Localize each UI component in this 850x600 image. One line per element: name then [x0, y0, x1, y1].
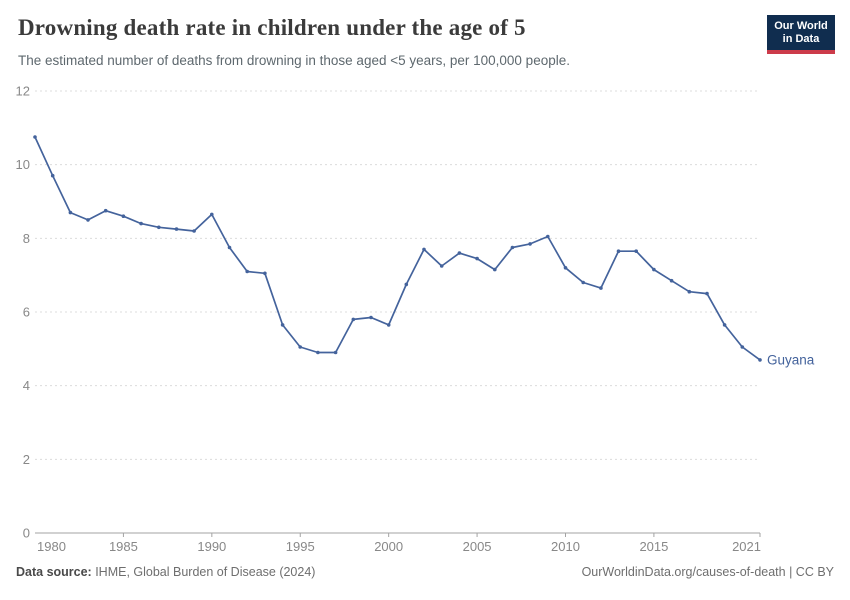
y-tick-label: 0 — [23, 526, 30, 541]
x-tick-label: 2015 — [639, 539, 668, 554]
data-source-note: Data source: IHME, Global Burden of Dise… — [16, 565, 315, 579]
owid-url-license: OurWorldinData.org/causes-of-death | CC … — [581, 565, 834, 579]
data-point — [457, 251, 462, 255]
line-series-guyana — [34, 136, 761, 361]
data-source-text: IHME, Global Burden of Disease (2024) — [91, 565, 316, 579]
data-point — [599, 286, 603, 290]
x-tick-label: 2005 — [463, 539, 492, 554]
y-tick-label: 8 — [23, 231, 30, 246]
series-label-guyana: Guyana — [767, 352, 815, 367]
y-tick-label: 6 — [23, 305, 30, 320]
data-point — [546, 234, 550, 239]
x-tick-label: 2000 — [374, 539, 403, 554]
data-point — [245, 269, 249, 274]
y-tick-label: 2 — [23, 452, 30, 467]
data-point — [192, 229, 196, 233]
data-point — [404, 282, 409, 287]
data-point — [280, 323, 285, 327]
data-point — [581, 280, 585, 285]
data-point — [475, 256, 479, 261]
y-tick-label: 12 — [16, 85, 30, 99]
data-point — [351, 317, 356, 322]
data-point — [263, 271, 267, 276]
data-point — [298, 345, 303, 349]
data-point — [634, 249, 638, 253]
y-tick-label: 4 — [23, 378, 30, 393]
x-tick-label: 1990 — [197, 539, 226, 554]
owid-logo-line2: in Data — [782, 33, 820, 45]
data-point — [439, 264, 444, 268]
data-point — [563, 266, 568, 270]
data-point — [722, 323, 727, 327]
data-point — [705, 291, 709, 296]
x-tick-label: 2021 — [732, 539, 761, 554]
data-point — [758, 358, 762, 362]
data-source-label: Data source: — [16, 565, 92, 579]
data-point — [33, 135, 37, 139]
line-chart-canvas: 0 2 4 6 8 10 12 1980 1985 1990 1995 2000 2005 2010 201… — [16, 85, 815, 554]
data-point — [333, 350, 338, 355]
data-point — [227, 245, 232, 250]
data-point — [669, 278, 674, 283]
data-point — [316, 350, 320, 355]
data-point — [86, 218, 90, 222]
data-point — [210, 212, 214, 217]
data-point — [740, 345, 745, 349]
data-point — [139, 221, 143, 226]
data-point — [652, 267, 656, 272]
data-point — [68, 210, 73, 215]
data-point — [687, 289, 692, 294]
owid-logo: Our World in Data — [767, 15, 835, 54]
y-tick-label: 10 — [16, 157, 30, 172]
x-tick-label: 2010 — [551, 539, 580, 554]
data-point — [422, 247, 426, 252]
owid-logo-line1: Our World — [774, 20, 828, 32]
data-point — [510, 245, 515, 250]
data-point — [386, 323, 391, 327]
chart-footer: Data source: IHME, Global Burden of Dise… — [16, 565, 834, 579]
data-point — [616, 249, 621, 253]
x-tick-label: 1995 — [286, 539, 315, 554]
data-point — [528, 242, 532, 246]
data-point — [157, 225, 161, 230]
data-point — [121, 214, 126, 218]
data-point — [103, 208, 108, 213]
chart-title: Drowning death rate in children under th… — [18, 15, 526, 40]
x-tick-label: 1980 — [37, 539, 66, 554]
data-point — [369, 315, 373, 320]
data-point — [50, 173, 55, 178]
data-point — [493, 267, 497, 272]
data-point — [174, 227, 179, 231]
x-tick-label: 1985 — [109, 539, 138, 554]
chart-subtitle: The estimated number of deaths from drow… — [18, 53, 570, 68]
